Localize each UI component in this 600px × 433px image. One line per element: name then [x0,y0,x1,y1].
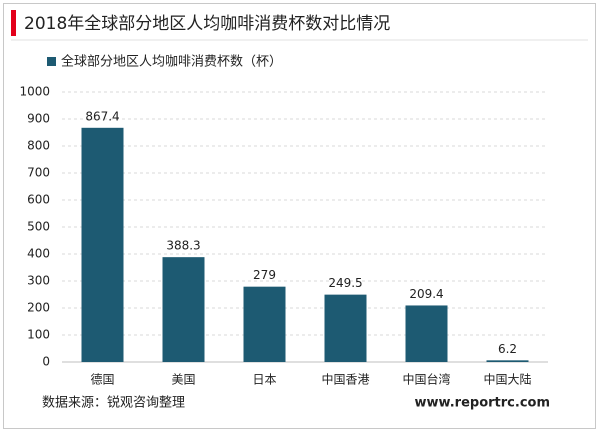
legend-swatch [47,57,56,66]
y-tick-label: 800 [27,139,50,153]
y-tick-label: 300 [27,274,50,288]
y-tick-label: 200 [27,301,50,315]
y-tick-label: 600 [27,193,50,207]
x-tick-label: 中国台湾 [402,372,450,387]
source: 数据来源：锐观咨询整理 [42,396,185,411]
data-label: 279 [253,268,276,282]
data-label: 6.2 [498,342,517,356]
x-tick-label: 美国 [171,373,195,387]
x-tick-label: 德国 [90,372,114,387]
y-tick-label: 0 [42,355,50,369]
x-tick-label: 中国香港 [321,372,369,387]
y-tick-label: 400 [27,247,50,261]
bar [162,257,205,362]
x-tick-label: 日本 [252,373,276,387]
legend-label: 全球部分地区人均咖啡消费杯数（杯） [61,54,282,70]
x-tick-label: 中国大陆 [483,372,531,387]
data-label: 867.4 [85,109,119,123]
title-accent [11,10,16,36]
data-label: 209.4 [409,287,443,301]
y-tick-label: 500 [27,220,50,234]
y-tick-label: 100 [27,328,50,342]
bar [405,305,448,362]
data-label: 388.3 [166,239,200,253]
bar [324,294,367,362]
y-tick-label: 1000 [19,85,50,99]
y-tick-label: 700 [27,166,50,180]
y-tick-label: 900 [27,112,50,126]
bar [243,286,286,362]
website: www.reportrc.com [415,396,550,411]
bar [486,360,529,362]
data-label: 249.5 [328,276,362,290]
chart-title: 2018年全球部分地区人均咖啡消费杯数对比情况 [24,14,390,34]
bar [81,127,124,362]
